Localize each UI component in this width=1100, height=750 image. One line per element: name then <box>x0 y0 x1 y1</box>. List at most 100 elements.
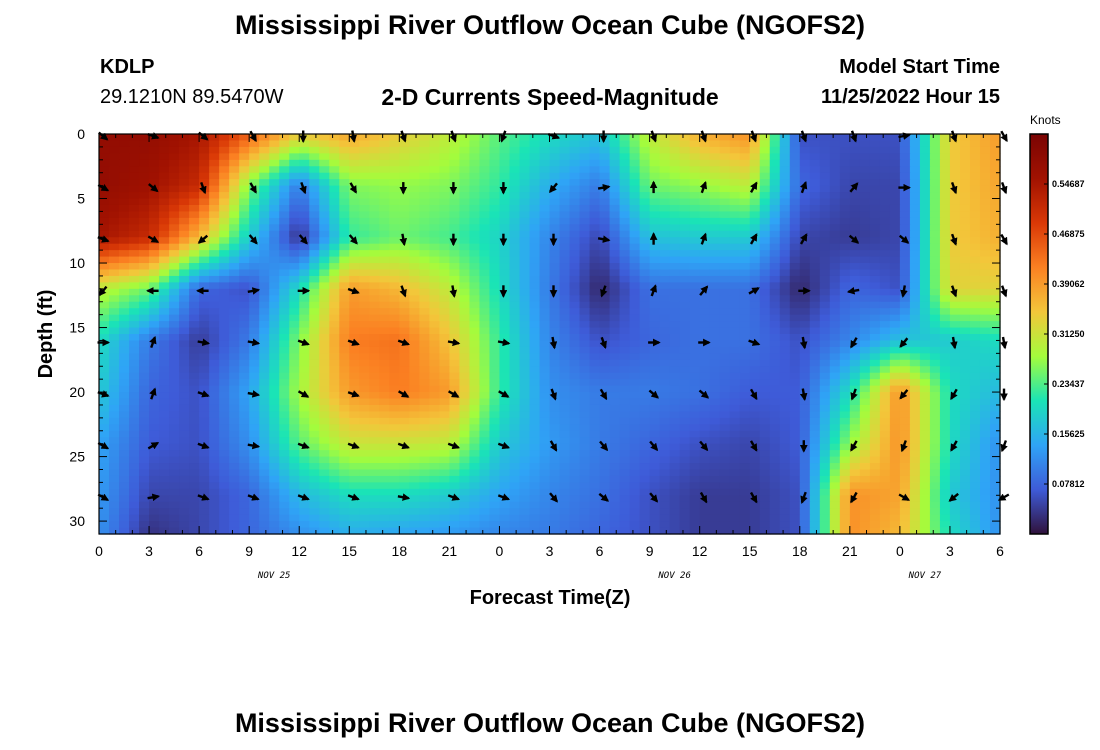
heatmap-cell <box>669 353 681 361</box>
heatmap-cell <box>219 379 230 387</box>
heatmap-cell <box>209 179 220 187</box>
heatmap-cell <box>389 204 400 213</box>
heatmap-cell <box>259 230 270 238</box>
heatmap-cell <box>199 224 210 232</box>
heatmap-cell <box>419 204 430 213</box>
heatmap-cell <box>739 437 751 445</box>
heatmap-cell <box>719 411 731 419</box>
heatmap-cell <box>209 346 220 354</box>
heatmap-cell <box>439 146 450 154</box>
heatmap-cell <box>339 366 350 374</box>
heatmap-cell <box>539 237 551 245</box>
heatmap-cell <box>439 153 450 161</box>
heatmap-cell <box>289 256 300 264</box>
heatmap-cell <box>599 321 611 329</box>
heatmap-cell <box>689 159 701 167</box>
heatmap-cell <box>529 404 541 413</box>
heatmap-cell <box>229 379 240 387</box>
heatmap-cell <box>319 379 330 387</box>
heatmap-cell <box>559 463 571 471</box>
heatmap-cell <box>469 443 481 451</box>
heatmap-cell <box>329 346 340 354</box>
heatmap-cell <box>139 482 150 490</box>
heatmap-cell <box>599 179 611 187</box>
heatmap-cell <box>839 456 851 464</box>
heatmap-cell <box>399 366 410 374</box>
heatmap-cell <box>429 250 440 258</box>
heatmap-cell <box>379 443 390 451</box>
heatmap-cell <box>199 346 210 354</box>
heatmap-cell <box>249 424 260 432</box>
heatmap-cell <box>669 224 681 232</box>
heatmap-cell <box>679 192 691 200</box>
heatmap-cell <box>949 437 961 445</box>
heatmap-cell <box>269 204 280 213</box>
heatmap-cell <box>409 327 420 335</box>
heatmap-cell <box>439 263 450 271</box>
heatmap-cell <box>139 456 150 464</box>
heatmap-cell <box>369 411 380 419</box>
heatmap-cell <box>799 211 811 219</box>
heatmap-cell <box>229 385 240 393</box>
heatmap-cell <box>189 392 200 400</box>
heatmap-cell <box>129 224 140 232</box>
heatmap-cell <box>779 134 791 142</box>
heatmap-cell <box>489 411 501 419</box>
heatmap-cell <box>949 172 961 180</box>
heatmap-cell <box>939 243 951 251</box>
heatmap-cell <box>249 321 260 329</box>
heatmap-cell <box>959 179 971 187</box>
heatmap-cell <box>909 275 921 283</box>
heatmap-cell <box>499 301 511 309</box>
heatmap-cell <box>539 172 551 180</box>
heatmap-cell <box>149 301 160 309</box>
heatmap-cell <box>479 172 491 180</box>
heatmap-cell <box>239 334 250 342</box>
heatmap-cell <box>519 185 531 193</box>
heatmap-cell <box>279 256 290 264</box>
heatmap-cell <box>529 243 541 251</box>
heatmap-cell <box>929 437 941 445</box>
heatmap-cell <box>139 179 150 187</box>
heatmap-cell <box>669 192 681 200</box>
heatmap-cell <box>669 295 681 303</box>
heatmap-cell <box>189 146 200 154</box>
heatmap-cell <box>959 256 971 264</box>
heatmap-cell <box>939 443 951 451</box>
heatmap-cell <box>979 217 991 225</box>
heatmap-cell <box>379 269 390 277</box>
heatmap-cell <box>719 159 731 167</box>
heatmap-cell <box>479 134 491 142</box>
heatmap-cell <box>539 379 551 387</box>
heatmap-cell <box>239 198 250 206</box>
heatmap-cell <box>769 456 781 464</box>
heatmap-cell <box>479 366 491 374</box>
heatmap-cell <box>789 366 801 374</box>
heatmap-cell <box>359 314 370 322</box>
heatmap-cell <box>359 217 370 225</box>
heatmap-cell <box>629 295 641 303</box>
heatmap-cell <box>419 217 430 225</box>
heatmap-cell <box>739 392 751 400</box>
heatmap-cell <box>559 424 571 432</box>
heatmap-cell <box>99 224 110 232</box>
heatmap-cell <box>399 475 410 483</box>
heatmap-cell <box>159 134 170 142</box>
heatmap-cell <box>939 295 951 303</box>
heatmap-cell <box>239 475 250 483</box>
heatmap-cell <box>529 159 541 167</box>
heatmap-cell <box>569 366 581 374</box>
heatmap-cell <box>969 256 981 264</box>
heatmap-cell <box>119 488 130 496</box>
heatmap-cell <box>99 463 110 471</box>
heatmap-cell <box>519 359 531 367</box>
heatmap-cell <box>929 417 941 425</box>
heatmap-cell <box>669 437 681 445</box>
heatmap-cell <box>199 411 210 419</box>
heatmap-cell <box>489 275 501 283</box>
heatmap-cell <box>189 372 200 380</box>
heatmap-cell <box>909 404 921 413</box>
heatmap-cell <box>229 334 240 342</box>
heatmap-cell <box>139 301 150 309</box>
heatmap-cell <box>399 211 410 219</box>
